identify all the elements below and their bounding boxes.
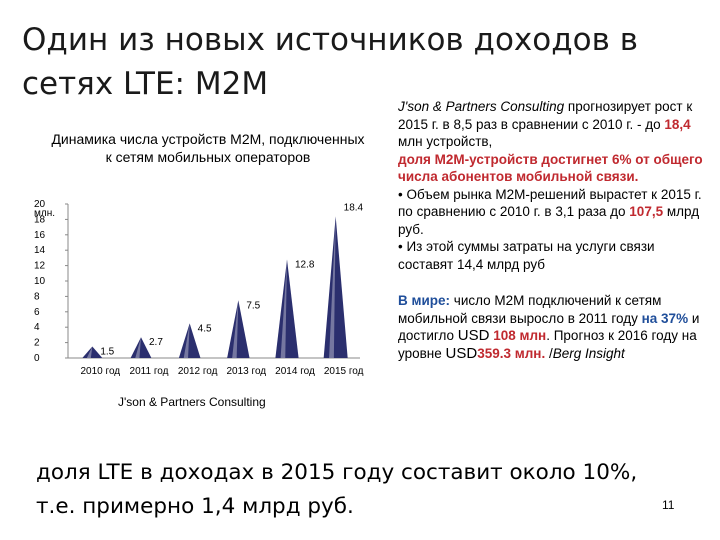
market-volume-unit: млрд руб. bbox=[398, 204, 700, 237]
world-text: число М2М подключений к сетям мобильной … bbox=[398, 293, 662, 326]
data-spike-highlight bbox=[329, 216, 336, 358]
page-number: 11 bbox=[662, 498, 675, 512]
data-spike bbox=[275, 259, 299, 358]
data-value-label: 12.8 bbox=[295, 259, 315, 270]
y-tick-label: 18 bbox=[34, 214, 46, 225]
y-tick-label: 8 bbox=[34, 291, 40, 302]
world-forecast: 359.3 млн. bbox=[477, 345, 546, 361]
forecast-share-highlight: доля М2М-устройств достигнет 6% от общег… bbox=[398, 151, 703, 185]
world-label: В мире: bbox=[398, 293, 451, 308]
y-axis-unit-label: млн. bbox=[34, 208, 55, 219]
forecast-text-block: J'son & Partners Consulting прогнозирует… bbox=[398, 98, 708, 362]
telecom-costs-bullet: • Из этой суммы затраты на услуги связи … bbox=[398, 239, 655, 272]
x-category-label: 2011 год bbox=[130, 366, 169, 377]
data-spike bbox=[178, 323, 201, 358]
x-category-label: 2014 год bbox=[275, 366, 315, 377]
chart-title: Динамика числа устройств М2М, подключенн… bbox=[51, 131, 365, 165]
y-tick-label: 16 bbox=[34, 230, 46, 241]
forecast-paragraph: J'son & Partners Consulting прогнозирует… bbox=[398, 98, 708, 186]
x-category-label: 2010 год bbox=[81, 366, 121, 377]
y-tick-label: 6 bbox=[34, 307, 40, 318]
data-value-label: 7.5 bbox=[246, 300, 260, 311]
world-text-2: и достигло bbox=[398, 310, 700, 344]
x-category-label: 2013 год bbox=[227, 366, 267, 377]
data-value-label: 4.5 bbox=[198, 323, 212, 334]
y-tick-label: 4 bbox=[34, 322, 40, 333]
forecast-number: 18,4 bbox=[664, 116, 691, 132]
chart-credit: J'son & Partners Consulting bbox=[118, 395, 266, 409]
y-tick-label: 2 bbox=[34, 338, 40, 349]
world-growth: на 37% bbox=[641, 310, 689, 326]
world-paragraph: В мире: число М2М подключений к сетям мо… bbox=[398, 292, 708, 362]
world-source: Berg Insight bbox=[552, 345, 625, 361]
data-value-label: 2.7 bbox=[149, 337, 163, 348]
world-currency: USD bbox=[457, 327, 490, 344]
data-value-label: 18.4 bbox=[344, 202, 364, 213]
x-category-label: 2015 год bbox=[324, 366, 364, 377]
data-spike bbox=[227, 300, 250, 358]
forecast-text-unit: млн устройств, bbox=[398, 134, 493, 149]
data-spike-highlight bbox=[232, 300, 239, 358]
lte-revenue-conclusion: доля LTE в доходах в 2015 году составит … bbox=[36, 460, 638, 519]
market-volume-bullet: • Объем рынка М2М-решений вырастет к 201… bbox=[398, 186, 708, 239]
y-tick-label: 10 bbox=[34, 276, 46, 287]
data-spike bbox=[323, 216, 348, 358]
world-currency-2: USD bbox=[445, 344, 478, 362]
y-tick-label: 0 bbox=[34, 353, 40, 364]
data-spike bbox=[82, 346, 103, 358]
slide-title: Один из новых источников доходов в сетях… bbox=[22, 22, 639, 102]
market-volume-text: • Объем рынка М2М-решений вырастет к 201… bbox=[398, 186, 702, 220]
forecast-source: J'son & Partners Consulting bbox=[398, 99, 565, 114]
world-connections: 108 млн bbox=[493, 328, 547, 343]
x-category-label: 2012 год bbox=[178, 366, 218, 377]
data-value-label: 1.5 bbox=[100, 346, 114, 357]
world-text-4: / bbox=[545, 345, 553, 361]
forecast-text: прогнозирует рост к 2015 г. в 8,5 раз в … bbox=[398, 99, 693, 132]
y-tick-label: 14 bbox=[34, 245, 46, 256]
data-spike bbox=[130, 337, 152, 358]
y-tick-label: 20 bbox=[34, 199, 46, 210]
market-volume-number: 107,5 bbox=[629, 204, 664, 219]
world-text-3: . Прогноз к 2016 году на уровне bbox=[398, 328, 697, 361]
y-tick-label: 12 bbox=[34, 261, 46, 272]
